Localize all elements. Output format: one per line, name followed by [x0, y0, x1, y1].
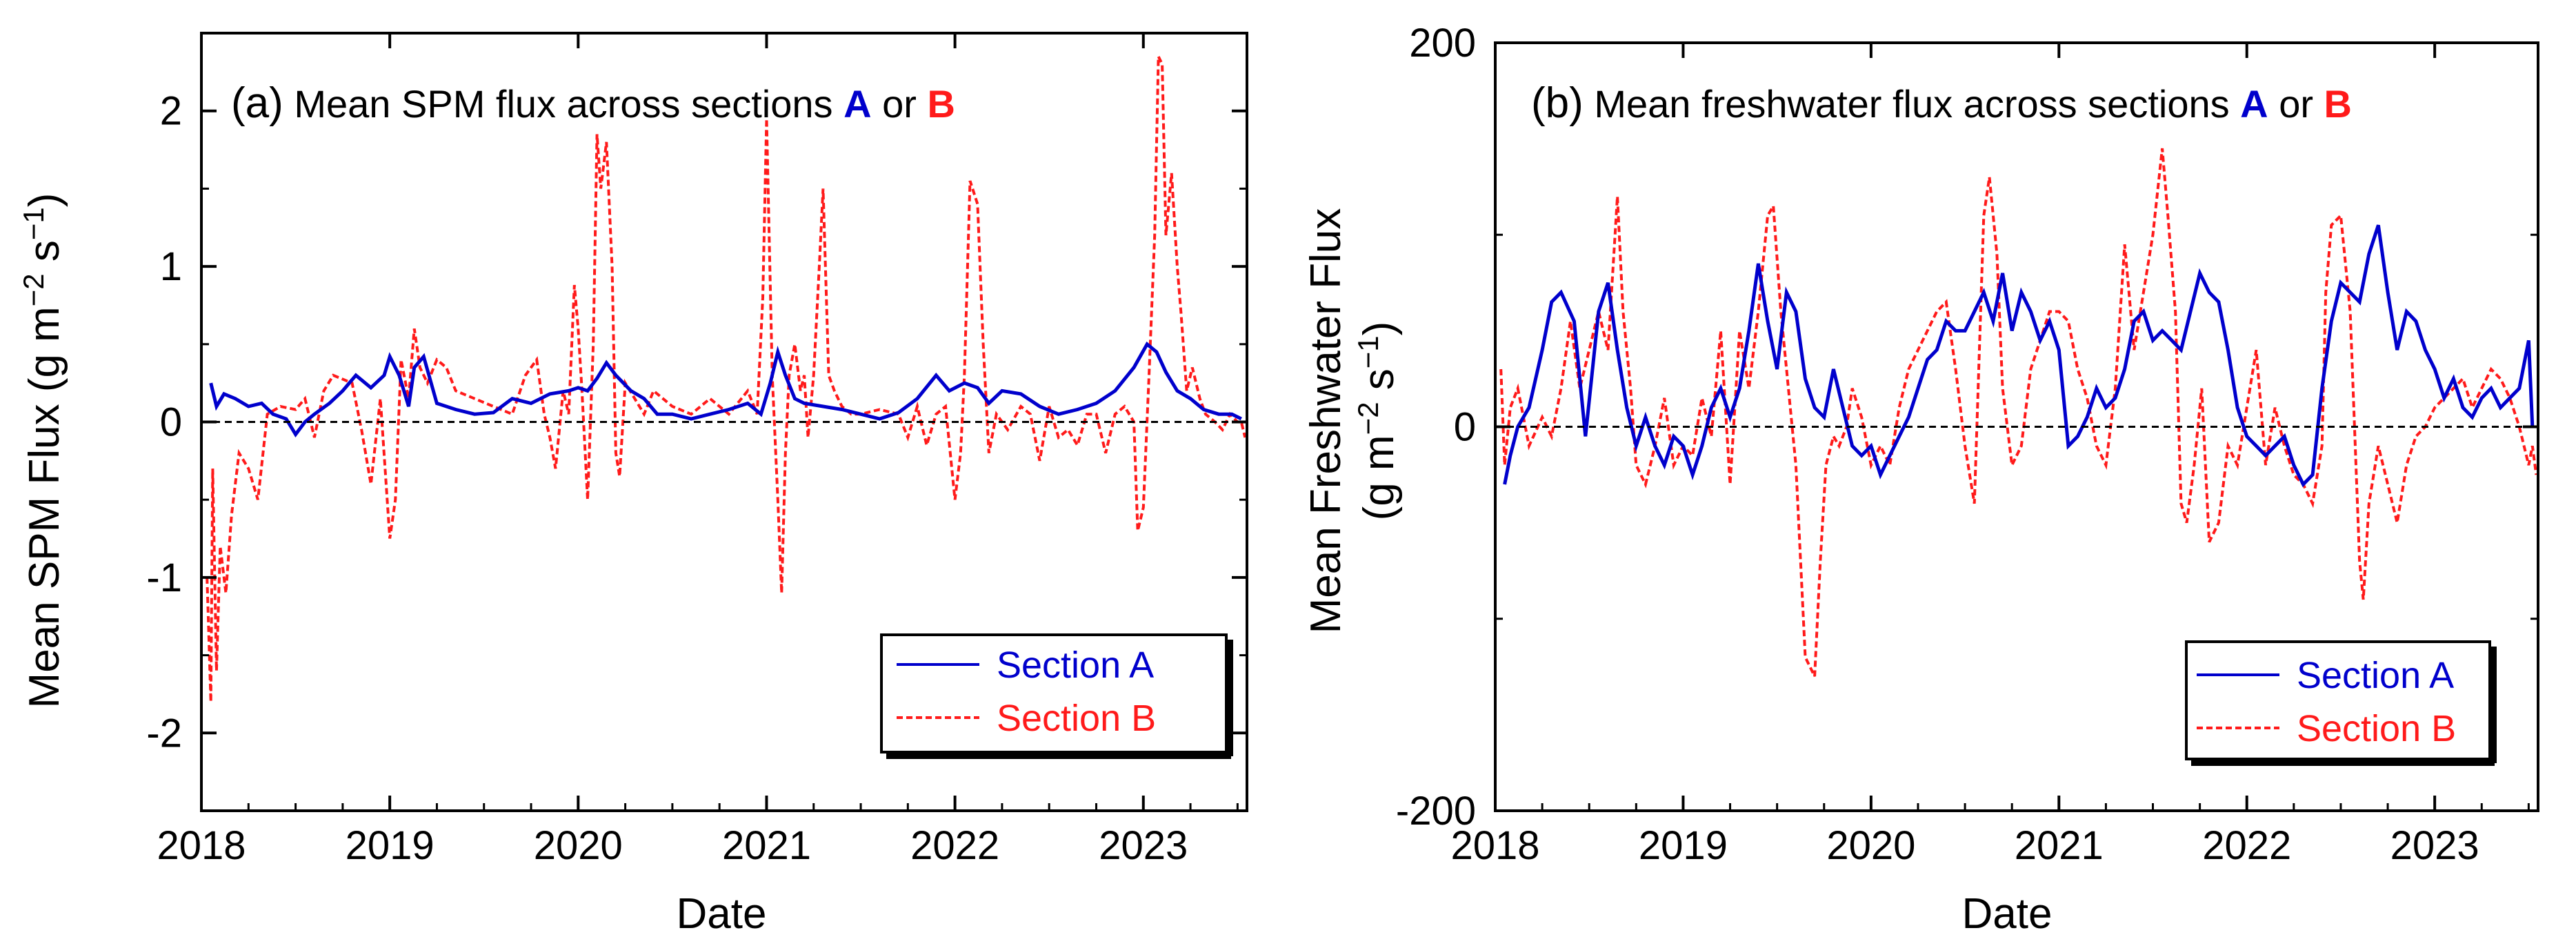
panel-a-section-b-line: [206, 55, 1247, 702]
y-tick-label: -1: [146, 555, 182, 600]
panel-a-section-a-line: [209, 341, 1242, 437]
x-tick-label: 2020: [1826, 823, 1915, 868]
panel-b-xlabel: Date: [1962, 890, 2053, 938]
panel-b-legend: Section A Section B: [2185, 640, 2497, 766]
panel-a: 2018 2019 2020 2021 2022 2023 -2 -1 0 1 2 Date Me…: [17, 32, 1248, 938]
x-tick-label: 2019: [1639, 823, 1728, 868]
y-tick-label: 200: [1409, 21, 1476, 66]
y-tick-label: 0: [160, 400, 182, 445]
panel-a-series-b: [206, 55, 1247, 702]
panel-a-ylabel: Mean SPM Flux (g m−2 s−1): [17, 193, 68, 709]
panel-b-ylabel: Mean Freshwater Flux: [1302, 208, 1350, 634]
panel-b-legend-section-b-label: Section B: [2297, 708, 2456, 749]
panel-b-series-a: [1503, 224, 2535, 488]
panel-b-y-ticks: -200 0 200: [1396, 21, 2538, 834]
x-tick-label: 2022: [2202, 823, 2291, 868]
panel-b: 2018 2019 2020 2021 2022 2023 -200 0 200 Date M…: [1302, 21, 2539, 938]
panel-b-title: (b) Mean freshwater flux across sections…: [1531, 79, 2352, 127]
x-tick-label: 2020: [534, 823, 623, 868]
panel-a-legend: Section A Section B: [880, 633, 1233, 759]
panel-a-x-ticks: 2018 2019 2020 2021 2022 2023: [157, 33, 1239, 868]
y-tick-label: 2: [160, 89, 182, 134]
x-tick-label: 2023: [1099, 823, 1188, 868]
y-tick-label: 1: [160, 244, 182, 289]
panel-b-ylabel-units: (g m−2 s−1): [1352, 322, 1403, 521]
panel-b-series-b: [1499, 148, 2538, 678]
panel-b-x-ticks: 2018 2019 2020 2021 2022 2023: [1450, 43, 2530, 868]
panel-a-xlabel: Date: [677, 890, 767, 938]
y-tick-label: -2: [146, 711, 182, 756]
x-tick-label: 2018: [1450, 823, 1539, 868]
panel-a-y-ticks: -2 -1 0 1 2: [146, 32, 1247, 812]
x-tick-label: 2018: [157, 823, 246, 868]
x-tick-label: 2019: [346, 823, 435, 868]
panel-a-series-a: [209, 341, 1242, 437]
panel-b-section-a-line: [1503, 224, 2535, 488]
y-tick-label: 0: [1454, 405, 1476, 450]
panel-b-section-b-line: [1499, 148, 2538, 678]
panel-a-legend-section-b-label: Section B: [997, 698, 1156, 739]
panel-b-legend-section-a-label: Section A: [2297, 655, 2454, 696]
x-tick-label: 2022: [910, 823, 999, 868]
x-tick-label: 2021: [2015, 823, 2104, 868]
x-tick-label: 2023: [2390, 823, 2479, 868]
y-tick-label: -200: [1396, 789, 1476, 834]
panel-a-legend-section-a-label: Section A: [997, 644, 1154, 686]
x-tick-label: 2021: [722, 823, 811, 868]
panel-a-title: (a) Mean SPM flux across sections A or B: [231, 79, 955, 127]
